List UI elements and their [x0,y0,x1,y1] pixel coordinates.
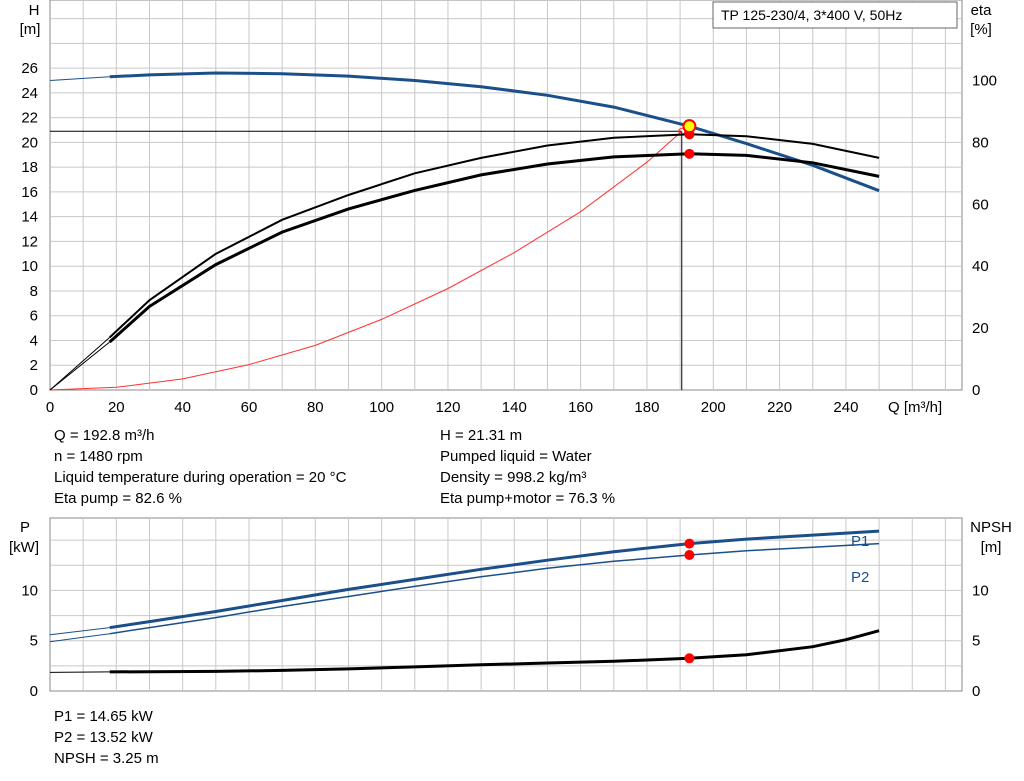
p2-curve-extension [49,633,110,643]
head-curve-extension [49,76,110,81]
x-tick-label: 140 [502,399,527,416]
h-axis-label: H [29,2,40,19]
eta-pump-motor-curve-extension [49,341,111,391]
eta-pump-motor-curve [108,152,880,344]
info-eta-pump: Eta pump = 82.6 % [54,490,182,507]
x-tick-label: 240 [833,399,858,416]
h-tick-label: 14 [21,209,38,226]
npsh-curve-extension [49,671,110,673]
p1-marker [684,538,695,549]
eta-tick-label: 60 [972,196,989,213]
title-box-text: TP 125-230/4, 3*400 V, 50Hz [721,7,902,23]
eta-tick-label: 40 [972,258,989,275]
npsh-tick-label: 0 [972,683,980,700]
x-tick-label: 120 [435,399,460,416]
power-info: P1 = 14.65 kW P2 = 13.52 kW NPSH = 3.25 … [54,706,159,769]
p1-curve [109,529,880,630]
h-tick-label: 0 [30,382,38,399]
x-tick-label: 180 [634,399,659,416]
eta-tick-label: 0 [972,382,980,399]
x-tick-label: 20 [108,399,125,416]
h-tick-label: 2 [30,357,38,374]
system-curve [49,130,683,391]
h-tick-label: 24 [21,85,38,102]
h-tick-label: 10 [21,258,38,275]
h-tick-label: 16 [21,184,38,201]
info-p2: P2 = 13.52 kW [54,729,153,746]
x-tick-label: 60 [241,399,258,416]
p-axis-label: P [20,519,30,536]
eta-tick-label: 100 [972,72,997,89]
h-tick-label: 8 [30,283,38,300]
info-eta-pump-motor: Eta pump+motor = 76.3 % [440,490,616,507]
eta-pump-motor-marker [684,148,695,159]
info-liquid-temp: Liquid temperature during operation = 20… [54,469,347,486]
h-tick-label: 12 [21,233,38,250]
x-tick-label: 200 [701,399,726,416]
p-tick-label: 5 [30,633,38,650]
x-tick-label: 0 [46,399,54,416]
npsh-tick-label: 10 [972,582,989,599]
p-tick-label: 0 [30,683,38,700]
npsh-tick-label: 5 [972,633,980,650]
info-h: H = 21.31 m [440,427,523,444]
h-tick-label: 26 [21,60,38,77]
info-npsh: NPSH = 3.25 m [54,750,159,767]
x-tick-label: 100 [369,399,394,416]
h-tick-label: 20 [21,134,38,151]
h-axis-unit: [m] [20,21,41,38]
eta-axis-label: eta [971,2,993,19]
eta-pump-curve-extension [49,337,111,391]
h-tick-label: 18 [21,159,38,176]
x-tick-label: 40 [174,399,191,416]
npsh-axis-label: NPSH [970,519,1012,536]
duty-point-marker [682,119,697,134]
title-box [712,1,958,29]
h-tick-label: 4 [30,332,38,349]
npsh-marker [684,653,695,664]
p2-series-label: P2 [851,569,869,586]
info-n: n = 1480 rpm [54,448,143,465]
x-axis-label: Q [m³/h] [888,399,942,416]
x-tick-label: 80 [307,399,324,416]
info-pumped-liquid: Pumped liquid = Water [440,448,592,465]
p1-series-label: P1 [851,533,869,550]
eta-tick-label: 20 [972,320,989,337]
info-p1: P1 = 14.65 kW [54,708,153,725]
p2-curve [109,542,880,635]
info-q: Q = 192.8 m³/h [54,427,155,444]
top-plot-area [49,0,963,391]
h-tick-label: 6 [30,308,38,325]
npsh-curve [109,629,880,674]
info-density: Density = 998.2 kg/m³ [440,469,587,486]
npsh-axis-unit: [m] [981,539,1002,556]
eta-pump-curve [109,133,880,339]
head-curve [109,71,880,193]
eta-axis-unit: [%] [970,21,992,38]
p-tick-label: 10 [21,582,38,599]
p1-curve-extension [49,627,110,636]
duty-info-right: H = 21.31 m Pumped liquid = Water Densit… [440,425,615,509]
duty-info-left: Q = 192.8 m³/h n = 1480 rpm Liquid tempe… [54,425,346,509]
h-tick-label: 22 [21,110,38,127]
p-axis-unit: [kW] [9,539,39,556]
eta-tick-label: 80 [972,134,989,151]
x-tick-label: 220 [767,399,792,416]
x-tick-label: 160 [568,399,593,416]
p2-marker [684,550,695,561]
